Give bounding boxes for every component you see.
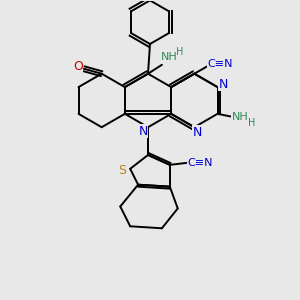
Text: H: H xyxy=(248,118,255,128)
Text: C≡N: C≡N xyxy=(207,59,233,69)
Text: NH: NH xyxy=(232,112,249,122)
Text: H: H xyxy=(176,47,183,57)
Text: O: O xyxy=(73,60,83,73)
Text: N: N xyxy=(138,125,148,138)
Text: N: N xyxy=(193,126,202,139)
Text: S: S xyxy=(118,164,126,177)
Text: C≡N: C≡N xyxy=(188,158,213,168)
Text: NH: NH xyxy=(160,52,177,62)
Text: N: N xyxy=(219,78,228,91)
